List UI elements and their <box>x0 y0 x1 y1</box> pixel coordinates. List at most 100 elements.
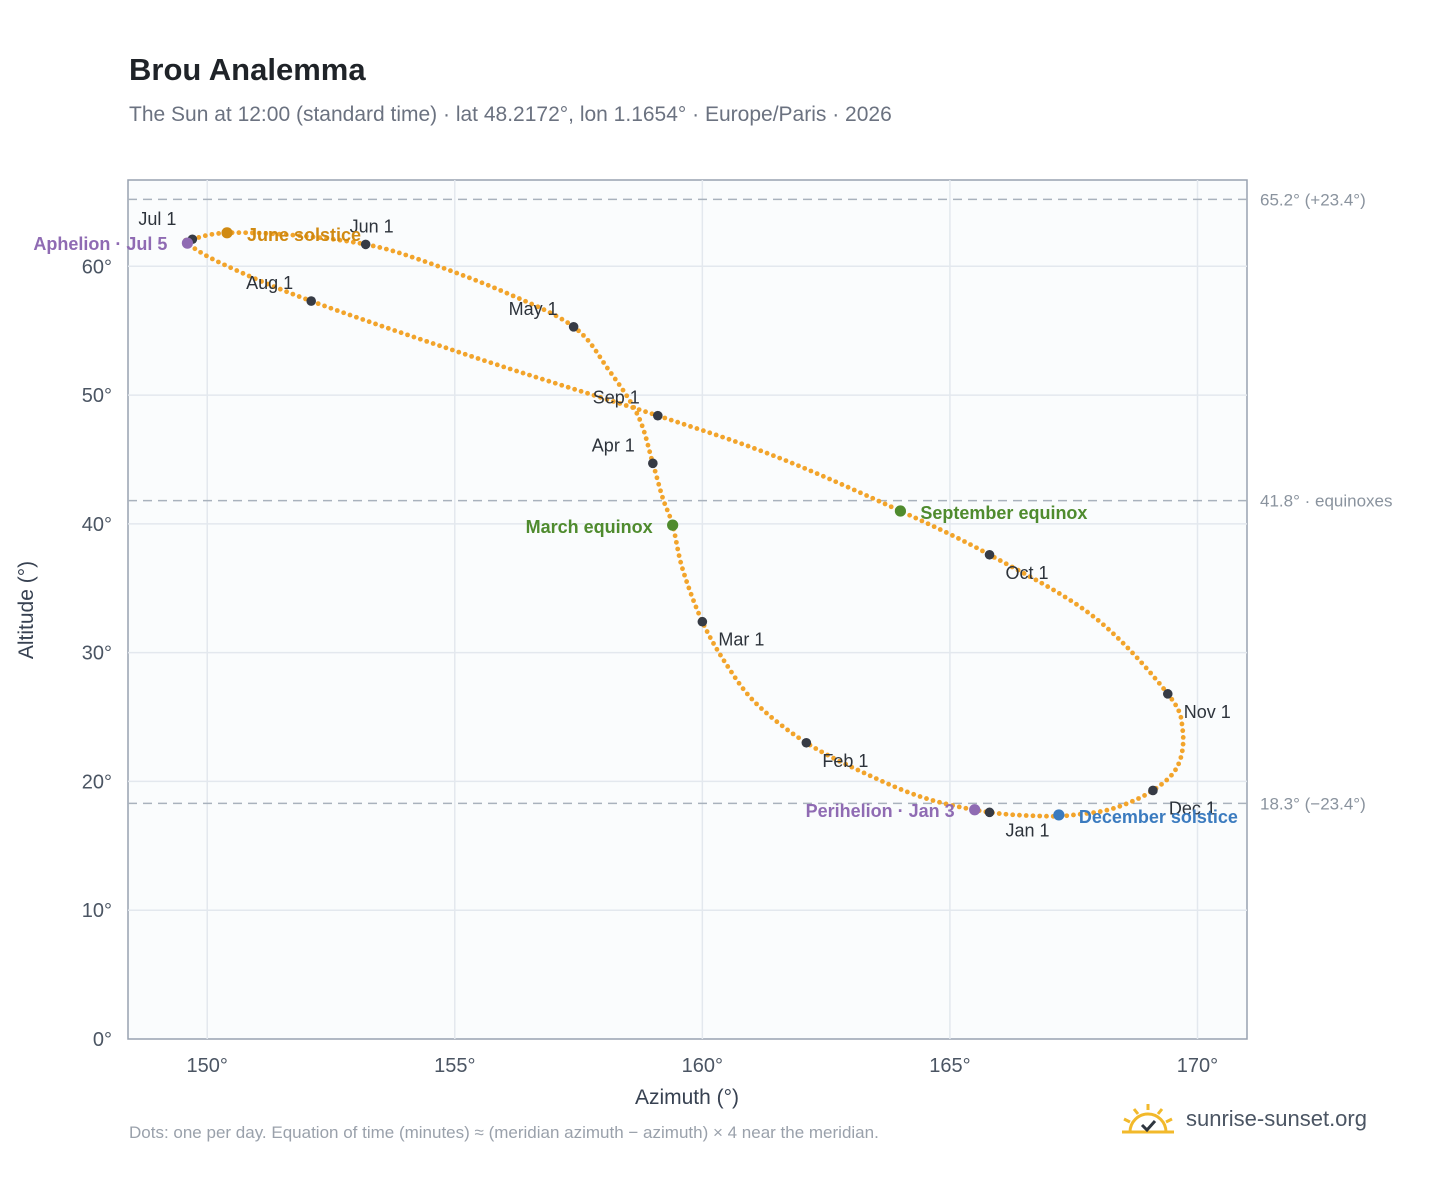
day-dot <box>855 767 861 773</box>
day-dot <box>624 393 630 399</box>
day-dot <box>876 498 882 504</box>
day-dot <box>617 401 623 406</box>
day-dot <box>1077 811 1083 817</box>
day-dot <box>907 512 913 518</box>
day-dot <box>654 475 660 481</box>
day-dot <box>1115 636 1121 641</box>
y-tick-label: 30° <box>82 643 112 665</box>
reference-line-label: 65.2° (+23.4°) <box>1260 190 1366 209</box>
day-dot <box>675 419 681 425</box>
day-dot <box>1084 811 1090 816</box>
day-dot <box>1090 613 1096 619</box>
day-dot <box>796 735 802 741</box>
month-label: Aug 1 <box>246 273 293 293</box>
month-label: Mar 1 <box>718 630 764 650</box>
day-dot <box>819 749 825 755</box>
day-dot <box>462 351 468 357</box>
day-dot <box>675 546 681 552</box>
day-dot <box>385 325 391 331</box>
day-dot <box>729 669 734 675</box>
day-dot <box>849 764 855 770</box>
y-tick-label: 40° <box>82 514 112 536</box>
day-dot <box>310 234 316 240</box>
day-dot <box>265 281 271 287</box>
day-dot <box>950 803 956 808</box>
month-label: Jun 1 <box>350 216 394 236</box>
day-dot <box>485 282 491 288</box>
day-dot <box>943 801 949 807</box>
day-dot <box>1120 640 1126 646</box>
day-dot <box>547 310 553 316</box>
day-dot <box>1164 777 1170 783</box>
day-dot <box>373 321 378 327</box>
day-dot <box>1104 807 1110 813</box>
day-dot <box>593 348 599 354</box>
day-dot <box>246 273 252 279</box>
day-dot <box>236 230 242 236</box>
day-dot <box>647 449 653 455</box>
day-dot <box>277 231 282 237</box>
day-dot <box>541 307 547 313</box>
day-dot <box>668 417 674 423</box>
day-dot <box>779 723 785 729</box>
day-dot <box>498 288 504 293</box>
plot-area <box>127 179 1248 1040</box>
day-dot <box>688 591 694 597</box>
day-dot <box>466 275 472 281</box>
day-dot <box>1173 702 1179 708</box>
day-dot <box>814 471 820 477</box>
day-dot <box>937 527 943 532</box>
day-dot <box>598 394 603 400</box>
day-dot <box>516 296 522 301</box>
day-dot <box>297 233 303 239</box>
day-dot <box>758 448 764 454</box>
day-dot <box>379 323 385 329</box>
event-marker <box>1053 809 1065 821</box>
day-dot <box>383 246 389 252</box>
day-dot <box>637 417 643 422</box>
day-dot <box>1085 609 1090 615</box>
day-dot <box>1169 772 1174 778</box>
day-dot <box>252 276 258 282</box>
day-dot <box>403 252 409 258</box>
month-marker <box>652 410 663 421</box>
day-dot <box>353 314 359 320</box>
day-dot <box>707 635 713 640</box>
day-dot <box>1178 755 1184 760</box>
day-dot <box>535 304 541 310</box>
month-marker <box>1162 689 1173 699</box>
day-dot <box>460 273 466 278</box>
day-dot <box>641 429 647 435</box>
day-dot <box>322 303 327 309</box>
day-dot <box>861 770 867 776</box>
day-dot <box>1180 734 1186 740</box>
day-dot <box>216 259 221 265</box>
day-dot <box>1051 587 1056 593</box>
day-dot <box>370 243 376 249</box>
day-dot <box>636 407 642 413</box>
day-dot <box>870 495 876 501</box>
day-dot <box>843 761 849 767</box>
day-dot <box>416 256 421 262</box>
day-dot <box>673 539 679 545</box>
day-dot <box>520 370 526 376</box>
day-dot <box>290 291 296 297</box>
day-dot <box>529 301 535 307</box>
day-dot <box>714 646 720 652</box>
day-dot <box>639 423 645 429</box>
day-dot <box>581 332 586 338</box>
day-dot <box>1125 645 1131 651</box>
day-dot <box>886 781 892 787</box>
month-label: Feb 1 <box>822 751 868 771</box>
day-dot <box>1180 728 1186 734</box>
day-dot <box>1056 591 1062 596</box>
day-dot <box>1021 571 1027 576</box>
month-marker <box>697 616 708 627</box>
day-dot <box>696 610 701 616</box>
day-dot <box>925 521 931 527</box>
event-marker <box>221 227 233 239</box>
day-dot <box>604 365 610 371</box>
day-dot <box>888 504 894 510</box>
day-dot <box>919 518 925 524</box>
day-dot <box>837 758 843 764</box>
